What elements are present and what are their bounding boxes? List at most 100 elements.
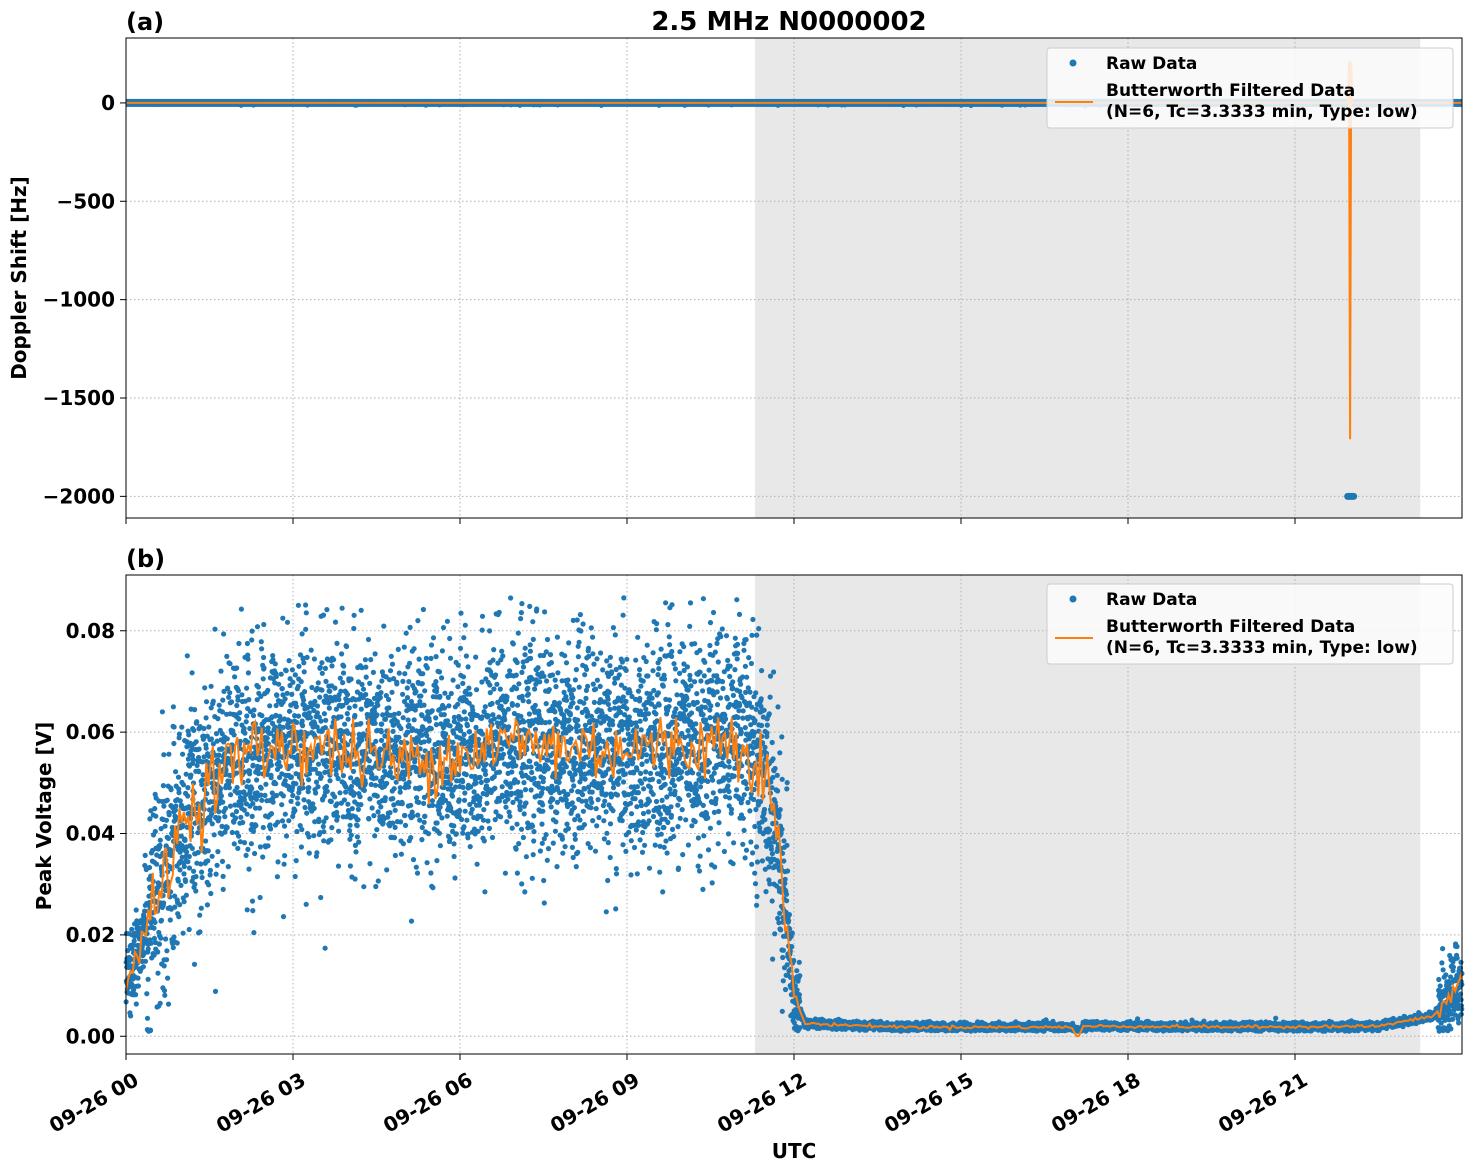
raw-data-point [530, 852, 536, 858]
raw-data-point [389, 689, 395, 695]
raw-data-point [251, 930, 257, 936]
raw-data-point [743, 637, 749, 643]
raw-data-point [592, 848, 599, 854]
raw-data-point [620, 612, 626, 618]
raw-data-point [334, 640, 340, 647]
raw-data-point [553, 819, 559, 825]
raw-data-point [612, 632, 618, 638]
raw-data-point [730, 679, 736, 685]
raw-data-point [502, 870, 508, 876]
raw-data-point [754, 859, 761, 865]
raw-data-point [158, 917, 165, 924]
raw-data-point [318, 718, 324, 724]
raw-data-point [218, 668, 224, 674]
raw-data-point [485, 818, 491, 824]
raw-data-point [245, 656, 251, 662]
raw-data-point [207, 867, 213, 874]
raw-data-point [344, 691, 351, 698]
panel-b-voltage: 0.000.020.040.060.08 (b) Peak Voltage [V… [32, 545, 1465, 1060]
raw-data-point [434, 820, 440, 826]
raw-data-point [591, 699, 598, 706]
raw-data-point [613, 906, 619, 912]
raw-data-point [159, 709, 165, 715]
raw-data-point [749, 704, 755, 710]
raw-data-point [619, 761, 625, 767]
raw-data-point [295, 713, 302, 719]
raw-data-point [228, 792, 234, 798]
raw-data-point [607, 854, 613, 861]
raw-data-point [747, 808, 753, 814]
raw-data-point [715, 659, 721, 665]
raw-data-point [679, 769, 685, 775]
raw-data-point [347, 863, 353, 869]
raw-data-point [576, 639, 582, 645]
raw-data-point [363, 664, 369, 670]
raw-data-point [693, 787, 700, 793]
raw-data-point [590, 651, 596, 657]
raw-data-point [573, 667, 580, 673]
raw-data-point [386, 705, 392, 711]
raw-data-point [433, 715, 439, 721]
raw-data-point [185, 793, 191, 799]
legend-box [1046, 47, 1454, 129]
raw-data-point [257, 894, 263, 901]
raw-data-point [665, 622, 671, 628]
raw-data-point [620, 694, 626, 700]
raw-data-point [462, 808, 468, 814]
raw-data-point [746, 655, 752, 661]
raw-data-point [581, 761, 588, 768]
raw-data-point [338, 714, 344, 720]
raw-data-point [462, 622, 468, 628]
raw-data-point [744, 786, 750, 792]
raw-data-point [424, 665, 430, 671]
raw-data-point [379, 721, 385, 727]
raw-data-point [238, 606, 244, 612]
raw-data-point [498, 814, 504, 820]
raw-data-point [656, 778, 662, 785]
raw-data-point [145, 946, 151, 952]
raw-data-point [650, 813, 657, 820]
raw-data-point [405, 784, 412, 790]
raw-data-point [705, 847, 712, 853]
raw-data-point [204, 902, 210, 908]
raw-data-point [654, 621, 660, 627]
raw-data-point [180, 751, 186, 757]
raw-data-point [777, 750, 783, 756]
raw-data-point [769, 898, 775, 904]
raw-data-point [517, 807, 523, 813]
raw-data-point [745, 799, 751, 806]
raw-data-point [569, 788, 575, 794]
raw-data-point [301, 669, 307, 675]
raw-data-point [337, 790, 343, 796]
raw-data-point [351, 625, 357, 632]
raw-data-point [671, 661, 677, 667]
raw-data-point [231, 841, 237, 847]
raw-data-point [249, 898, 256, 904]
raw-data-point [727, 663, 733, 669]
raw-data-point [243, 719, 249, 725]
raw-data-point [537, 103, 543, 108]
raw-data-point [607, 727, 613, 733]
raw-data-point [825, 103, 831, 108]
raw-data-point [212, 988, 219, 995]
raw-data-point [374, 827, 380, 833]
raw-data-point [633, 657, 639, 663]
raw-data-point [168, 787, 174, 793]
raw-data-point [180, 930, 186, 936]
raw-data-point [742, 663, 749, 669]
raw-data-point [469, 806, 475, 813]
raw-data-point [724, 696, 731, 702]
raw-data-point [628, 872, 634, 878]
raw-data-point [717, 695, 724, 701]
raw-data-point [261, 665, 267, 671]
raw-data-point [543, 832, 549, 838]
raw-data-point [476, 802, 483, 808]
raw-data-point [400, 841, 406, 847]
raw-data-point [643, 752, 650, 758]
raw-data-point [209, 811, 215, 817]
raw-data-point [284, 690, 290, 696]
raw-data-point [570, 700, 576, 706]
raw-data-point [434, 685, 440, 691]
raw-data-point [332, 685, 338, 691]
raw-data-point [720, 685, 726, 692]
